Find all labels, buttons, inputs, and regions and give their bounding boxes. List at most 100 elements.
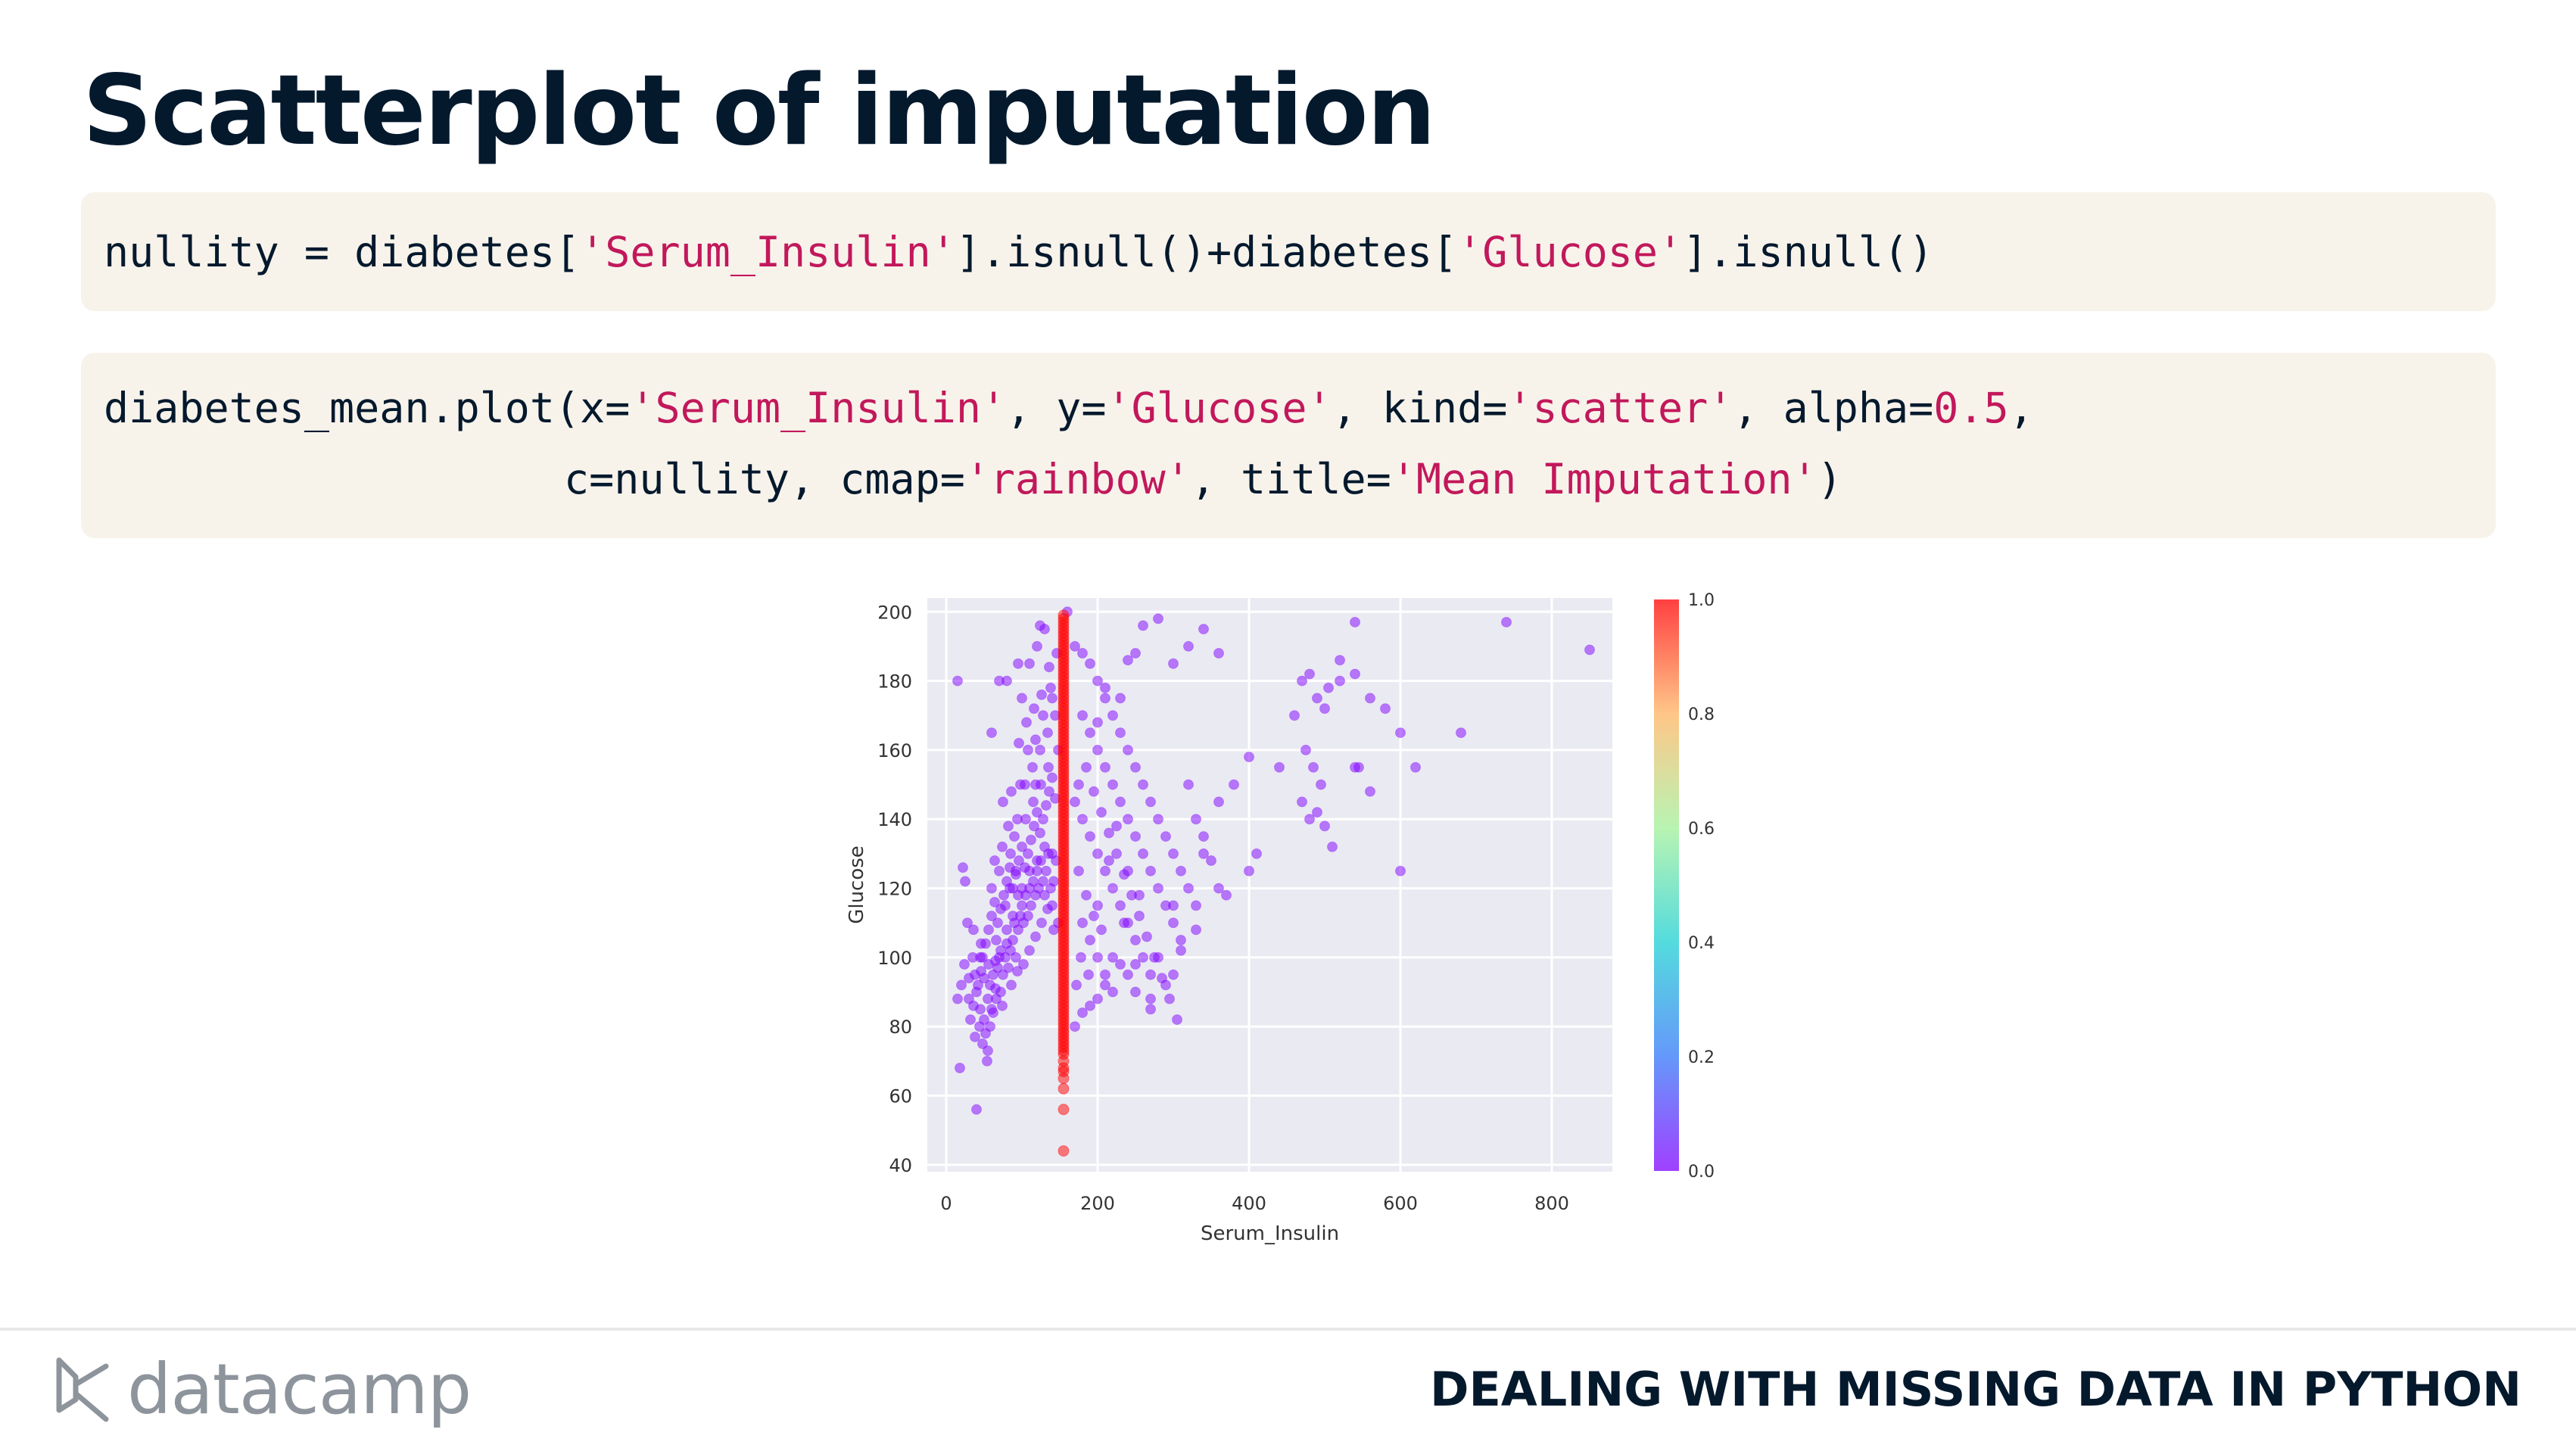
observed-point [1036,917,1047,929]
observed-point [1085,658,1095,669]
colorbar-tick-label: 0.4 [1688,934,1715,953]
imputed-point [1057,1082,1070,1094]
observed-point [1023,911,1033,922]
colorbar-tick-label: 1.0 [1688,591,1715,610]
code-string: 'rainbow' [964,455,1191,503]
code-string: 'Serum_Insulin' [630,384,1007,432]
observed-point [1001,924,1012,936]
observed-point [1096,924,1107,936]
observed-point [1323,682,1334,693]
observed-point [1001,675,1012,687]
observed-point [1153,883,1163,894]
imputed-point [1057,609,1070,621]
observed-point [992,917,1003,929]
observed-point [1077,710,1088,721]
observed-point [1011,951,1021,963]
observed-point [974,1021,985,1032]
y-tick-label: 80 [889,1017,912,1038]
code-line: nullity = diabetes['Serum_Insulin'].isnu… [104,216,1933,288]
code-token: nullity = diabetes[ [104,228,581,276]
observed-point [1085,727,1095,739]
course-title: DEALING WITH MISSING DATA IN PYTHON [1429,1362,2521,1417]
observed-point [977,951,988,963]
observed-point [971,1104,982,1115]
observed-point [998,796,1008,808]
observed-point [997,1000,1008,1011]
observed-point [1300,744,1311,755]
observed-point [1183,779,1194,790]
observed-point [1017,693,1027,704]
observed-point [1350,668,1360,680]
observed-point [1251,848,1262,859]
observed-point [1335,675,1345,687]
observed-point [1043,848,1054,859]
observed-point [1076,951,1086,963]
observed-point [994,865,1005,877]
observed-point [1176,935,1186,946]
observed-point [1395,865,1406,877]
observed-point [1038,876,1048,887]
observed-point [1020,862,1030,873]
observed-point [1006,979,1017,991]
observed-point [982,1055,992,1066]
observed-point [1198,624,1209,635]
observed-point [1289,710,1300,721]
code-string: 'Serum_Insulin' [580,228,956,276]
observed-point [1039,889,1050,901]
code-token: , [2008,384,2034,432]
observed-point [1157,973,1167,984]
observed-point [1014,737,1024,749]
observed-point [1083,969,1094,980]
observed-point [998,889,1009,901]
observed-point [1009,831,1020,842]
observed-point [1005,945,1016,956]
code-block-nullity: nullity = diabetes['Serum_Insulin'].isnu… [81,192,2496,311]
observed-point [1335,655,1345,666]
x-tick-label: 0 [940,1193,952,1214]
code-string: 'Mean Imputation' [1391,455,1818,503]
observed-point [1107,779,1118,790]
imputed-point [1057,1104,1070,1116]
observed-point [992,962,1003,973]
code-token: c=nullity, cmap= [564,455,965,503]
observed-point [1029,820,1039,832]
observed-point [1145,969,1156,980]
observed-point [1123,744,1133,755]
observed-point [1036,855,1046,867]
observed-point [1126,889,1137,901]
observed-point [1153,613,1163,624]
code-token: diabetes_mean.plot(x= [104,384,631,432]
observed-point [1013,924,1023,936]
observed-point [1130,831,1141,842]
observed-point [968,1000,979,1011]
observed-point [1213,648,1224,659]
observed-point [1308,761,1319,773]
observed-point [1304,668,1315,680]
observed-point [1100,979,1110,991]
observed-point [1044,662,1054,673]
code-block-plot: diabetes_mean.plot(x='Serum_Insulin', y=… [81,353,2496,538]
code-token: ].isnull()+diabetes[ [955,228,1458,276]
observed-point [1312,807,1322,818]
observed-point [1319,820,1330,832]
observed-point [1130,986,1141,998]
observed-point [1107,986,1118,998]
observed-point [1297,796,1307,808]
observed-point [1000,900,1011,911]
observed-point [1005,848,1016,859]
observed-point [1005,883,1015,894]
observed-point [1003,820,1014,832]
observed-point [1077,814,1088,825]
observed-point [1198,848,1209,859]
observed-point [1092,744,1103,755]
observed-point [1092,900,1103,911]
observed-point [1070,796,1080,808]
observed-point [1312,693,1322,704]
observed-point [1011,865,1021,877]
observed-point [1100,761,1110,773]
observed-point [1584,644,1595,655]
observed-point [1130,761,1141,773]
observed-point [976,938,986,949]
observed-point [1456,727,1466,739]
observed-point [1229,779,1239,790]
